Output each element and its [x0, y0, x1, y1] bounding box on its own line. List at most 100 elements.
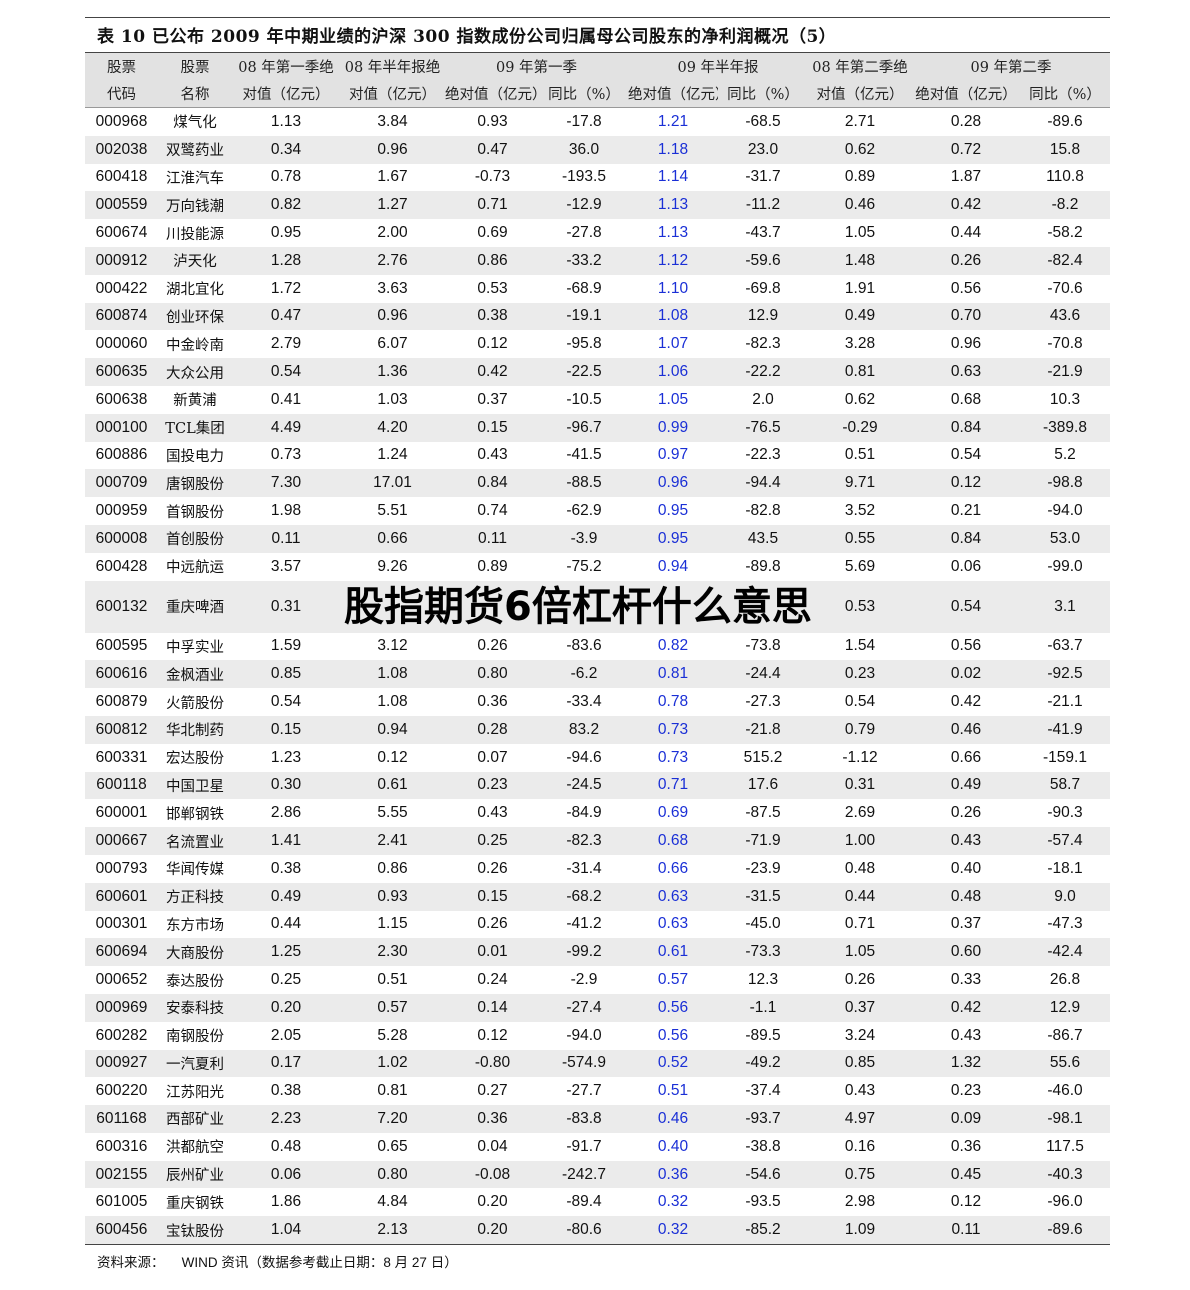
cell-h1-09-abs: 0.81: [628, 660, 718, 689]
cell-q1-09-yoy: 36.0: [540, 135, 628, 164]
cell-h1-09-yoy: -73.8: [745, 637, 781, 655]
cell-q2-09-yoy: 58.7: [1020, 771, 1110, 800]
cell-h1-09-abs: 0.46: [628, 1105, 718, 1133]
cell-q2-09-yoy: -57.4: [1020, 827, 1110, 855]
cell-q1-08: 0.78: [270, 168, 302, 186]
table-row: 000709 唐钢股份 7.30 17.01 0.84 -88.5 0.96 -94.4 9.7…: [85, 469, 1110, 498]
header-yoy: 同比（%）: [718, 80, 808, 108]
cell-name: 辰州矿业: [158, 1160, 232, 1189]
cell-q1-09-yoy: -3.9: [540, 524, 628, 553]
cell-code: 000100: [85, 413, 158, 442]
cell-h1-08: 5.28: [377, 1026, 408, 1044]
cell-code: 601005: [95, 1193, 148, 1211]
cell-code: 600635: [85, 358, 158, 386]
table-row: 600601 方正科技 0.49 0.93 0.15 -68.2 0.63 -31.5 0.44…: [85, 882, 1110, 911]
cell-code: 002038: [85, 135, 158, 164]
cell-q2-09-abs: 0.26: [912, 246, 1020, 275]
cell-h1-08: 1.27: [340, 191, 445, 220]
cell-code: 600331: [95, 748, 148, 766]
cell-h1-08: 0.57: [340, 993, 445, 1022]
cell-h1-08: 0.86: [377, 859, 408, 877]
cell-h1-09-abs: 1.10: [657, 279, 689, 297]
cell-q1-09-yoy: -84.9: [566, 804, 602, 822]
cell-q2-09-abs: 0.49: [912, 771, 1020, 800]
header-abs: 绝对值（亿元）: [445, 80, 540, 108]
cell-q1-09-abs: 0.43: [477, 446, 508, 464]
cell-q2-08: 2.71: [844, 112, 876, 130]
cell-q2-08: 0.75: [808, 1160, 912, 1189]
cell-q2-09-yoy: 26.8: [1049, 971, 1081, 988]
cell-h1-09-yoy: -54.6: [718, 1160, 808, 1189]
cell-name: 一汽夏利: [158, 1049, 232, 1078]
cell-q1-09-abs: 0.80: [445, 660, 540, 689]
cell-q2-09-yoy: 10.3: [1049, 390, 1081, 408]
cell-h1-09-yoy: -27.3: [745, 693, 781, 711]
cell-q2-09-yoy: -92.5: [1020, 660, 1110, 689]
cell-q2-09-abs: 0.44: [950, 224, 982, 242]
cell-q1-09-abs: 0.89: [477, 557, 508, 575]
cell-h1-08: 0.81: [377, 1082, 408, 1100]
cell-h1-08: 1.67: [377, 168, 408, 186]
cell-q2-09-yoy: -18.1: [1047, 859, 1083, 877]
cell-q1-09-abs: 0.28: [445, 715, 540, 744]
cell-h1-09-abs: 0.56: [657, 1026, 689, 1044]
table-row: 600118 中国卫星 0.30 0.61 0.23 -24.5 0.71 17.6 0.31 0…: [85, 771, 1110, 800]
cell-h1-08: 0.66: [340, 524, 445, 553]
cell-q1-09-abs: 0.15: [445, 882, 540, 911]
cell-q2-09-abs: 0.42: [912, 191, 1020, 220]
cell-q1-09-yoy: [540, 580, 628, 633]
cell-h1-08: 0.93: [340, 882, 445, 911]
cell-q1-08: 2.79: [270, 335, 302, 353]
table-row: 600595 中孚实业 1.59 3.12 0.26 -83.6 0.82 -73.8 1.54…: [85, 633, 1110, 661]
cell-h1-09-yoy: -43.7: [745, 224, 781, 242]
cell-q1-08: 1.86: [270, 1193, 302, 1211]
cell-q1-09-abs: 0.14: [445, 993, 540, 1022]
cell-h1-08: 0.96: [340, 135, 445, 164]
table-row: 002155 辰州矿业 0.06 0.80 -0.08 -242.7 0.36 -54.6 0.…: [85, 1160, 1110, 1189]
cell-q2-09-abs: 0.09: [912, 1105, 1020, 1133]
cell-q2-09-abs: 0.26: [950, 804, 982, 822]
cell-q1-09-yoy: -62.9: [566, 502, 602, 520]
cell-q1-09-abs: 0.23: [445, 771, 540, 800]
cell-h1-09-abs: 0.95: [628, 524, 718, 553]
cell-h1-09-yoy: -23.9: [745, 859, 781, 877]
source-label: 资料来源：: [97, 1255, 165, 1272]
cell-q1-08: 0.30: [232, 771, 340, 800]
cell-q2-09-yoy: 110.8: [1046, 168, 1084, 186]
cell-q1-09-yoy: -83.6: [566, 637, 602, 655]
header-h1-08: 08 年半年报绝: [340, 52, 445, 80]
cell-q2-09-abs: 1.87: [950, 168, 982, 186]
cell-q2-09-abs: 0.45: [912, 1160, 1020, 1189]
cell-q1-09-yoy: -33.4: [566, 693, 602, 711]
cell-name: 华北制药: [158, 715, 232, 744]
table-row: 000968 煤气化 1.13 3.84 0.93 -17.8 1.21 -68.5 2.71 0…: [85, 108, 1110, 136]
cell-h1-08: 3.63: [377, 279, 408, 297]
cell-h1-08: 2.76: [340, 246, 445, 275]
cell-q1-09-yoy: -99.2: [540, 938, 628, 967]
cell-q2-08: 9.71: [808, 469, 912, 498]
cell-h1-08: 1.02: [340, 1049, 445, 1078]
cell-q1-09-abs: 0.01: [445, 938, 540, 967]
cell-name: 新黄浦: [173, 393, 217, 410]
cell-h1-09-abs: 1.14: [657, 168, 689, 186]
cell-name: TCL集团: [158, 413, 232, 442]
cell-q2-09-abs: 0.23: [950, 1082, 982, 1100]
cell-h1-09-abs: 1.21: [657, 112, 689, 130]
cell-h1-09-yoy: 17.6: [718, 771, 808, 800]
cell-h1-09-abs: 0.61: [628, 938, 718, 967]
cell-q2-09-abs: 0.54: [950, 446, 982, 464]
cell-q1-09-yoy: -68.9: [566, 279, 602, 297]
table-row: 600812 华北制药 0.15 0.94 0.28 83.2 0.73 -21.8 0.79 0…: [85, 715, 1110, 744]
cell-q2-09-yoy: -94.0: [1047, 502, 1083, 520]
table-row: 600418 江淮汽车 0.78 1.67 -0.73 -193.5 1.14 -31.7 0.…: [85, 164, 1110, 192]
table-row: 600886 国投电力 0.73 1.24 0.43 -41.5 0.97 -22.3 0.51…: [85, 442, 1110, 470]
cell-q1-09-abs: 0.20: [477, 1193, 508, 1211]
cell-code: 600316: [95, 1137, 148, 1155]
cell-name: 中孚实业: [166, 639, 224, 656]
cell-q2-09-abs: 0.21: [950, 502, 982, 520]
cell-h1-09-abs: [628, 580, 718, 633]
cell-name: 中远航运: [166, 560, 224, 577]
cell-q2-09-yoy: -47.3: [1047, 915, 1083, 933]
cell-q1-09-abs: -0.73: [474, 168, 511, 186]
cell-q2-08: 0.48: [844, 859, 876, 877]
